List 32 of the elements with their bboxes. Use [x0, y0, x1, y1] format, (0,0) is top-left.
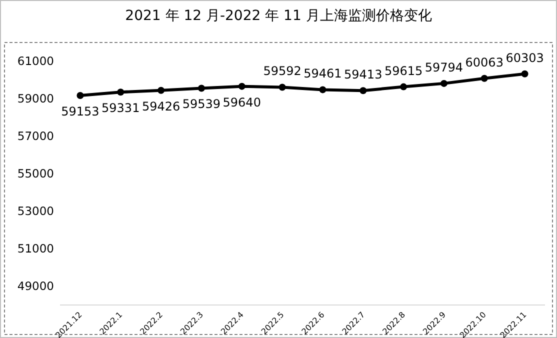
data-label: 59615 — [384, 64, 423, 78]
data-label: 59461 — [304, 66, 342, 81]
y-tick-label: 57000 — [17, 128, 54, 143]
y-tick-label: 61000 — [17, 54, 54, 68]
point — [158, 86, 165, 94]
y-tick-label: 51000 — [17, 242, 54, 256]
point — [198, 84, 205, 92]
data-label: 59640 — [222, 95, 261, 110]
y-tick-label: 49000 — [17, 279, 54, 294]
data-label: 60063 — [465, 55, 504, 70]
data-label: 59539 — [182, 97, 221, 112]
data-label: 59413 — [344, 68, 382, 82]
data-label: 59426 — [142, 99, 180, 114]
data-label: 59794 — [424, 60, 464, 74]
point — [400, 83, 408, 90]
y-tick-label: 53000 — [17, 204, 54, 218]
data-label: 59592 — [263, 64, 302, 78]
point — [480, 74, 488, 82]
point — [76, 92, 84, 99]
point — [440, 80, 448, 87]
data-label: 59153 — [61, 104, 100, 118]
point — [319, 86, 326, 94]
point — [360, 87, 367, 94]
point — [521, 70, 528, 78]
data-label: 60303 — [506, 50, 544, 65]
point — [238, 82, 246, 90]
point — [117, 88, 124, 96]
y-tick-label: 59000 — [17, 91, 54, 106]
point — [278, 84, 286, 91]
chart-title: 2021 年 12 月-2022 年 11 月上海监测价格变化 — [125, 8, 432, 24]
data-label: 59331 — [102, 101, 140, 116]
y-tick-label: 55000 — [17, 166, 54, 180]
